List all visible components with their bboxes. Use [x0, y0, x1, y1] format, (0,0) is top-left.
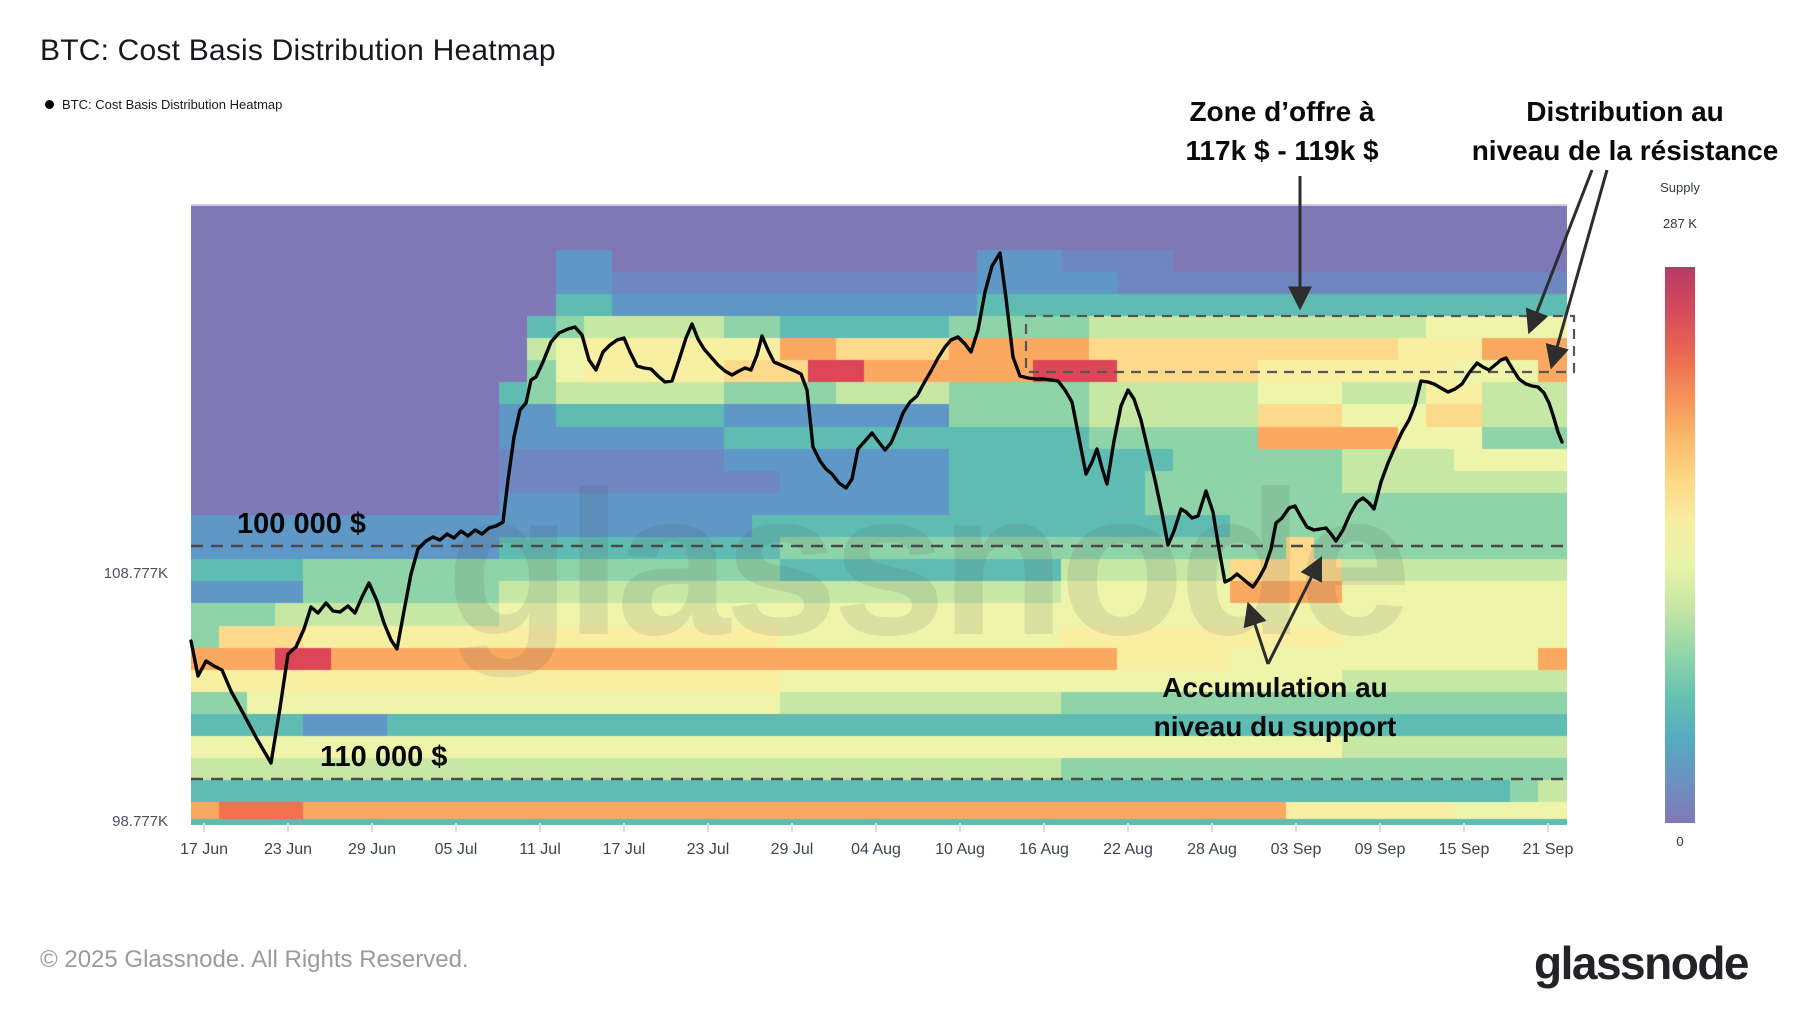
x-axis-label: 22 Aug — [1103, 841, 1153, 858]
annotation-accumulation-line2: niveau du support — [1153, 711, 1397, 742]
annotation-accumulation: Accumulation au niveau du support — [1120, 668, 1430, 746]
page-title: BTC: Cost Basis Distribution Heatmap — [40, 34, 556, 67]
x-axis-tick — [539, 823, 541, 832]
x-axis-label: 10 Aug — [935, 841, 985, 858]
x-axis-label: 16 Aug — [1019, 841, 1069, 858]
x-axis-label: 23 Jun — [263, 841, 313, 858]
x-axis-tick — [1043, 823, 1045, 832]
x-axis-tick — [875, 823, 877, 832]
x-axis-tick — [287, 823, 289, 832]
x-axis-tick — [455, 823, 457, 832]
annotation-supply-zone-line2: 117k $ - 119k $ — [1185, 135, 1379, 166]
x-axis-label: 29 Jun — [347, 841, 397, 858]
x-axis-tick — [1295, 823, 1297, 832]
y-axis-label-98777k: 98.777K — [112, 813, 168, 830]
annotation-accumulation-line1: Accumulation au — [1162, 672, 1388, 703]
x-axis-tick — [959, 823, 961, 832]
legend-item[interactable]: BTC: Cost Basis Distribution Heatmap — [45, 97, 282, 112]
x-axis-tick — [203, 823, 205, 832]
x-axis-label: 04 Aug — [851, 841, 901, 858]
x-axis-label: 03 Sep — [1270, 841, 1322, 858]
colorbar-title: Supply — [1660, 180, 1700, 195]
x-axis-label: 21 Sep — [1522, 841, 1574, 858]
x-axis-tick — [371, 823, 373, 832]
x-axis-label: 29 Jul — [770, 841, 814, 858]
glassnode-logo: glassnode — [1534, 937, 1750, 989]
x-axis-label: 17 Jul — [602, 841, 646, 858]
x-axis-tick — [1127, 823, 1129, 832]
annotation-distribution-line2: niveau de la résistance — [1471, 135, 1779, 166]
legend-dot-icon — [45, 100, 54, 109]
x-axis-label: 28 Aug — [1187, 841, 1237, 858]
colorbar-min-label: 0 — [1676, 834, 1684, 849]
copyright-text: © 2025 Glassnode. All Rights Reserved. — [40, 946, 469, 973]
x-axis-label: 23 Jul — [686, 841, 730, 858]
x-axis-label: 15 Sep — [1438, 841, 1490, 858]
supply-colorbar — [1665, 267, 1695, 823]
x-axis-tick — [1379, 823, 1381, 832]
colorbar-max-label: 287 K — [1663, 216, 1697, 231]
x-axis-tick — [1211, 823, 1213, 832]
annotation-distribution-line1: Distribution au — [1526, 96, 1724, 127]
legend-label: BTC: Cost Basis Distribution Heatmap — [62, 97, 283, 112]
x-axis-tick — [1547, 823, 1549, 832]
x-axis-tick — [1463, 823, 1465, 832]
annotation-distribution: Distribution au niveau de la résistance — [1445, 92, 1800, 170]
price-level-label-110k: 110 000 $ — [320, 741, 448, 773]
x-axis-label: 17 Jun — [179, 841, 229, 858]
x-axis: 17 Jun 23 Jun 29 Jun 05 Jul 11 Jul 17 Jul 23 J… — [0, 823, 1800, 873]
price-level-label-100k: 100 000 $ — [237, 508, 367, 540]
y-axis-label-108777k: 108.777K — [103, 565, 168, 582]
annotation-supply-zone-line1: Zone d’offre à — [1189, 96, 1375, 127]
x-axis-label: 11 Jul — [519, 841, 561, 858]
x-axis-label: 09 Sep — [1354, 841, 1406, 858]
x-axis-label: 05 Jul — [434, 841, 478, 858]
x-axis-tick — [791, 823, 793, 832]
x-axis-tick — [707, 823, 709, 832]
glassnode-watermark: glassnode — [446, 449, 1412, 678]
x-axis-tick — [623, 823, 625, 832]
annotation-supply-zone: Zone d’offre à 117k $ - 119k $ — [1152, 92, 1412, 170]
